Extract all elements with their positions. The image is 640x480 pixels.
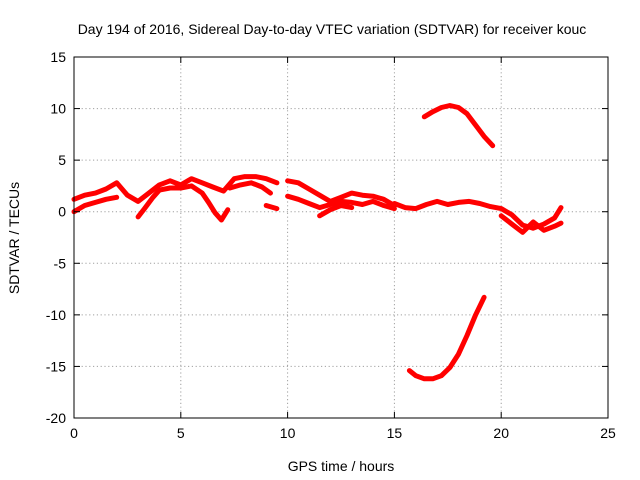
y-tick-label: -20 [46, 410, 66, 426]
series-band-e [263, 203, 280, 212]
x-tick-label: 20 [493, 425, 509, 441]
y-tick-label: -5 [54, 255, 67, 271]
series-band-f [285, 178, 397, 208]
series-layer [71, 103, 564, 382]
series-band-d [227, 180, 273, 196]
y-axis-label: SDTVAR / TECUs [6, 182, 22, 294]
x-tick-label: 25 [600, 425, 616, 441]
x-tick-label: 5 [177, 425, 185, 441]
series-band-c [135, 183, 231, 223]
series-arc-upper [421, 103, 496, 149]
x-tick-label: 0 [70, 425, 78, 441]
chart-title: Day 194 of 2016, Sidereal Day-to-day VTE… [78, 21, 587, 37]
plot-frame [73, 56, 609, 419]
series-band-j [498, 213, 564, 235]
series-band-h [317, 203, 355, 219]
tick-layer: 0 5 10 15 20 25 -20 -15 -10 -5 0 5 10 15 [46, 49, 616, 441]
y-tick-label: -10 [46, 307, 66, 323]
series-band-b [71, 194, 120, 215]
y-tick-label: 10 [50, 101, 66, 117]
series-band-a [71, 174, 280, 204]
series-band-g [285, 193, 397, 212]
y-tick-label: 0 [58, 204, 66, 220]
grid-layer [74, 57, 608, 418]
x-tick-label: 10 [280, 425, 296, 441]
series-arc-lower [406, 294, 487, 382]
x-tick-label: 15 [387, 425, 403, 441]
y-tick-label: -15 [46, 358, 66, 374]
y-tick-label: 5 [58, 152, 66, 168]
y-tick-label: 15 [50, 49, 66, 65]
x-axis-label: GPS time / hours [288, 458, 395, 474]
